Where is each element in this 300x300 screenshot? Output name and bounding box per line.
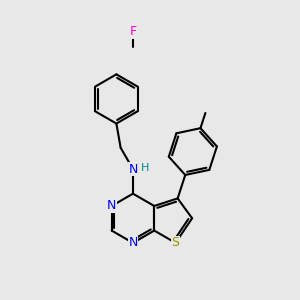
Text: N: N <box>128 163 138 176</box>
Text: F: F <box>129 25 137 38</box>
Text: S: S <box>172 236 180 249</box>
Text: H: H <box>141 163 150 172</box>
Text: N: N <box>107 200 116 212</box>
Text: N: N <box>128 236 138 249</box>
